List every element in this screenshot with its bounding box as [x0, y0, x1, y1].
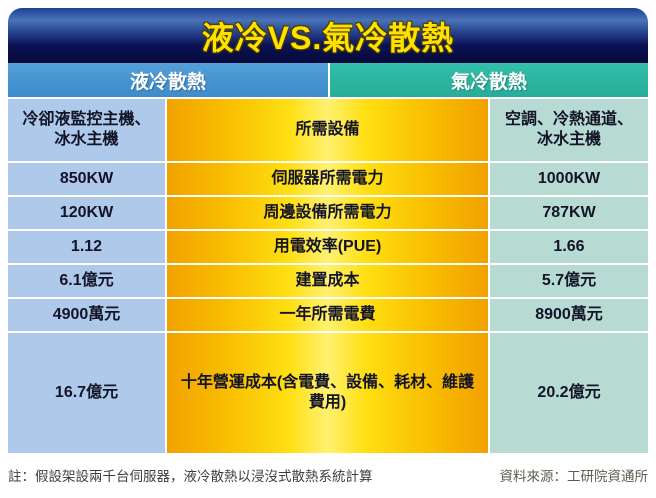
footnote: 註：假設架設兩千台伺服器，液冷散熱以浸沒式散熱系統計算 [8, 469, 373, 484]
header-liquid-cooling: 液冷散熱 [8, 63, 328, 97]
cell-air-server-power: 1000KW [490, 163, 648, 195]
cell-item-equipment: 所需設備 [167, 99, 488, 161]
cell-air-pue: 1.66 [490, 231, 648, 263]
page-title: 液冷VS.氣冷散熱 [201, 19, 455, 56]
cell-item-server-power: 伺服器所需電力 [167, 163, 488, 195]
header-air-cooling: 氣冷散熱 [330, 63, 648, 97]
infographic-liquid-vs-air-cooling: 液冷VS.氣冷散熱 液冷散熱 氣冷散熱 冷卻液監控主機、冰水主機 所需設備 空調… [0, 8, 656, 498]
cell-air-10yr-cost: 20.2億元 [490, 333, 648, 453]
column-headers: 液冷散熱 氣冷散熱 [8, 63, 648, 97]
cell-air-peripheral-power: 787KW [490, 197, 648, 229]
cell-liquid-annual-electricity: 4900萬元 [8, 299, 165, 331]
cell-liquid-pue: 1.12 [8, 231, 165, 263]
footer: 註：假設架設兩千台伺服器，液冷散熱以浸沒式散熱系統計算 資料來源：工研院資通所 [8, 465, 648, 485]
cell-air-equipment: 空調、冷熱通道、冰水主機 [490, 99, 648, 161]
cell-item-pue: 用電效率(PUE) [167, 231, 488, 263]
cell-item-build-cost: 建置成本 [167, 265, 488, 297]
cell-liquid-10yr-cost: 16.7億元 [8, 333, 165, 453]
cell-liquid-server-power: 850KW [8, 163, 165, 195]
cell-liquid-build-cost: 6.1億元 [8, 265, 165, 297]
title-banner: 液冷VS.氣冷散熱 [8, 8, 648, 63]
cell-item-annual-electricity: 一年所需電費 [167, 299, 488, 331]
cell-item-10yr-cost: 十年營運成本(含電費、設備、耗材、維護費用) [167, 333, 488, 453]
cell-liquid-equipment: 冷卻液監控主機、冰水主機 [8, 99, 165, 161]
cell-air-annual-electricity: 8900萬元 [490, 299, 648, 331]
data-source: 資料來源：工研院資通所 [499, 469, 649, 484]
cell-item-peripheral-power: 周邊設備所需電力 [167, 197, 488, 229]
comparison-table: 冷卻液監控主機、冰水主機 所需設備 空調、冷熱通道、冰水主機 850KW 伺服器… [8, 99, 648, 453]
cell-liquid-peripheral-power: 120KW [8, 197, 165, 229]
cell-air-build-cost: 5.7億元 [490, 265, 648, 297]
